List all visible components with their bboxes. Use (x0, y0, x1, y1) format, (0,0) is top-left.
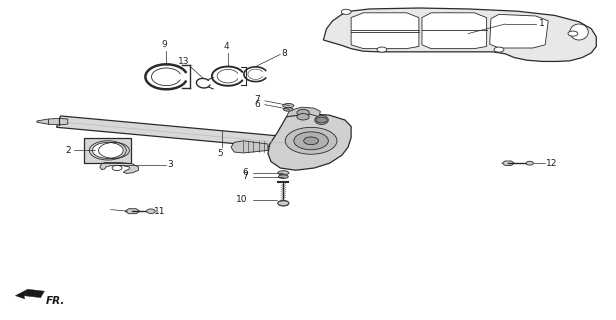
Ellipse shape (278, 201, 289, 205)
Polygon shape (351, 13, 419, 49)
Ellipse shape (570, 24, 588, 40)
Ellipse shape (278, 171, 289, 175)
Polygon shape (84, 138, 131, 163)
Polygon shape (125, 209, 140, 214)
Circle shape (297, 114, 309, 120)
Text: 13: 13 (177, 57, 189, 66)
Polygon shape (268, 114, 351, 170)
Circle shape (304, 137, 318, 145)
Polygon shape (502, 161, 514, 165)
Text: FR.: FR. (46, 296, 65, 306)
Polygon shape (490, 14, 548, 48)
Ellipse shape (283, 108, 293, 111)
Ellipse shape (315, 116, 328, 124)
Polygon shape (15, 289, 28, 299)
Text: 5: 5 (217, 149, 224, 158)
Polygon shape (231, 141, 268, 153)
Ellipse shape (283, 103, 294, 108)
Polygon shape (286, 107, 320, 117)
Text: 8: 8 (282, 49, 287, 58)
Circle shape (526, 161, 533, 165)
Circle shape (278, 200, 289, 206)
Ellipse shape (278, 175, 288, 178)
Text: 7: 7 (242, 172, 248, 181)
Text: 9: 9 (161, 40, 168, 49)
Circle shape (297, 109, 309, 116)
Circle shape (147, 209, 155, 213)
Polygon shape (37, 118, 68, 125)
Circle shape (341, 9, 351, 14)
Circle shape (316, 117, 327, 123)
Text: 2: 2 (65, 146, 71, 155)
Text: 12: 12 (546, 159, 557, 168)
Polygon shape (57, 116, 322, 151)
Ellipse shape (92, 142, 123, 158)
Circle shape (285, 127, 337, 154)
Circle shape (112, 165, 122, 171)
Circle shape (377, 47, 387, 52)
Circle shape (494, 47, 504, 52)
Polygon shape (24, 289, 44, 298)
Text: 11: 11 (154, 207, 166, 216)
Polygon shape (100, 163, 139, 173)
Polygon shape (323, 8, 596, 61)
Text: 1: 1 (539, 20, 545, 28)
Text: 6: 6 (242, 168, 248, 177)
Text: 6: 6 (254, 100, 260, 109)
Circle shape (294, 132, 328, 150)
Text: 7: 7 (254, 95, 260, 104)
Text: 10: 10 (236, 196, 248, 204)
Circle shape (568, 31, 578, 36)
Text: 3: 3 (168, 160, 173, 169)
Text: 4: 4 (223, 42, 229, 51)
Polygon shape (422, 13, 487, 49)
